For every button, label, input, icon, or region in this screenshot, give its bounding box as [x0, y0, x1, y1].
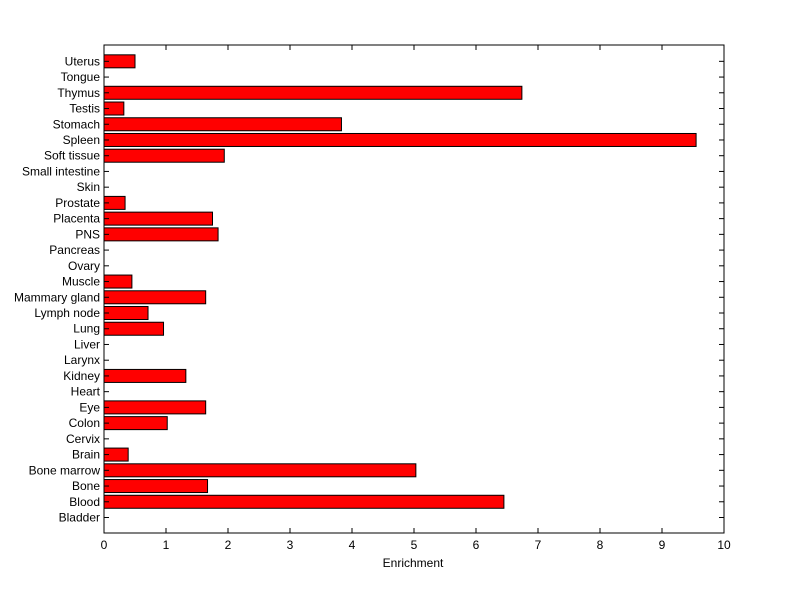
x-tick-label: 10	[717, 538, 731, 552]
y-tick-label: Bladder	[59, 511, 100, 525]
bar-placenta	[103, 211, 213, 226]
x-tick-label: 7	[535, 538, 542, 552]
bar-colon	[103, 416, 168, 431]
y-tick-label: Mammary gland	[14, 290, 100, 304]
y-tick-label: Lymph node	[34, 306, 100, 320]
bar-blood	[103, 494, 505, 509]
x-tick-label: 2	[225, 538, 232, 552]
y-tick-label: Soft tissue	[44, 149, 100, 163]
bar-thymus	[103, 85, 523, 100]
y-tick-label: Prostate	[55, 196, 100, 210]
x-tick-labels: 0 1 2 3 4 5 6 7 8 9 10	[101, 538, 731, 552]
y-tick-label: Bone	[72, 479, 100, 493]
x-tick-label: 5	[411, 538, 418, 552]
y-tick-label: Lung	[73, 322, 100, 336]
bar-bone-marrow	[103, 463, 417, 478]
y-tick-label: Skin	[77, 180, 100, 194]
y-tick-label: Small intestine	[22, 164, 100, 178]
bar-eye	[103, 400, 207, 415]
y-tick-label: Brain	[72, 448, 100, 462]
x-tick-label: 3	[287, 538, 294, 552]
bar-kidney	[103, 368, 187, 383]
x-tick-label: 9	[659, 538, 666, 552]
x-tick-label: 8	[597, 538, 604, 552]
y-tick-label: PNS	[75, 227, 100, 241]
y-tick-label: Cervix	[66, 432, 100, 446]
x-tick-label: 0	[101, 538, 108, 552]
y-tick-label: Liver	[74, 337, 100, 351]
y-tick-label: Eye	[79, 400, 100, 414]
y-tick-label: Testis	[69, 102, 100, 116]
x-tick-label: 6	[473, 538, 480, 552]
y-tick-label: Placenta	[53, 212, 100, 226]
y-tick-label: Bone marrow	[29, 463, 101, 477]
x-tick-label: 4	[349, 538, 356, 552]
bar-spleen	[103, 132, 697, 147]
y-tick-label: Colon	[69, 416, 100, 430]
y-tick-label: Muscle	[62, 275, 100, 289]
y-tick-label: Stomach	[53, 117, 100, 131]
y-tick-label: Larynx	[64, 353, 100, 367]
bar-mammary-gland	[103, 290, 207, 305]
y-tick-label: Thymus	[57, 86, 100, 100]
bar-lymph-node	[103, 306, 149, 321]
y-tick-label: Kidney	[63, 369, 100, 383]
bar-bone	[103, 479, 209, 494]
x-axis-label: Enrichment	[383, 556, 444, 570]
y-tick-label: Pancreas	[49, 243, 100, 257]
y-tick-label: Tongue	[61, 70, 101, 84]
bar-soft-tissue	[103, 148, 225, 163]
ticks-group	[103, 45, 725, 533]
bar-stomach	[103, 117, 342, 132]
x-tick-label: 1	[163, 538, 170, 552]
y-tick-label: Blood	[69, 495, 100, 509]
y-tick-label: Spleen	[63, 133, 100, 147]
y-tick-label: Uterus	[65, 54, 100, 68]
bar-pns	[103, 227, 219, 242]
bar-lung	[103, 321, 165, 336]
y-tick-label: Heart	[71, 385, 101, 399]
y-tick-label: Ovary	[68, 259, 100, 273]
